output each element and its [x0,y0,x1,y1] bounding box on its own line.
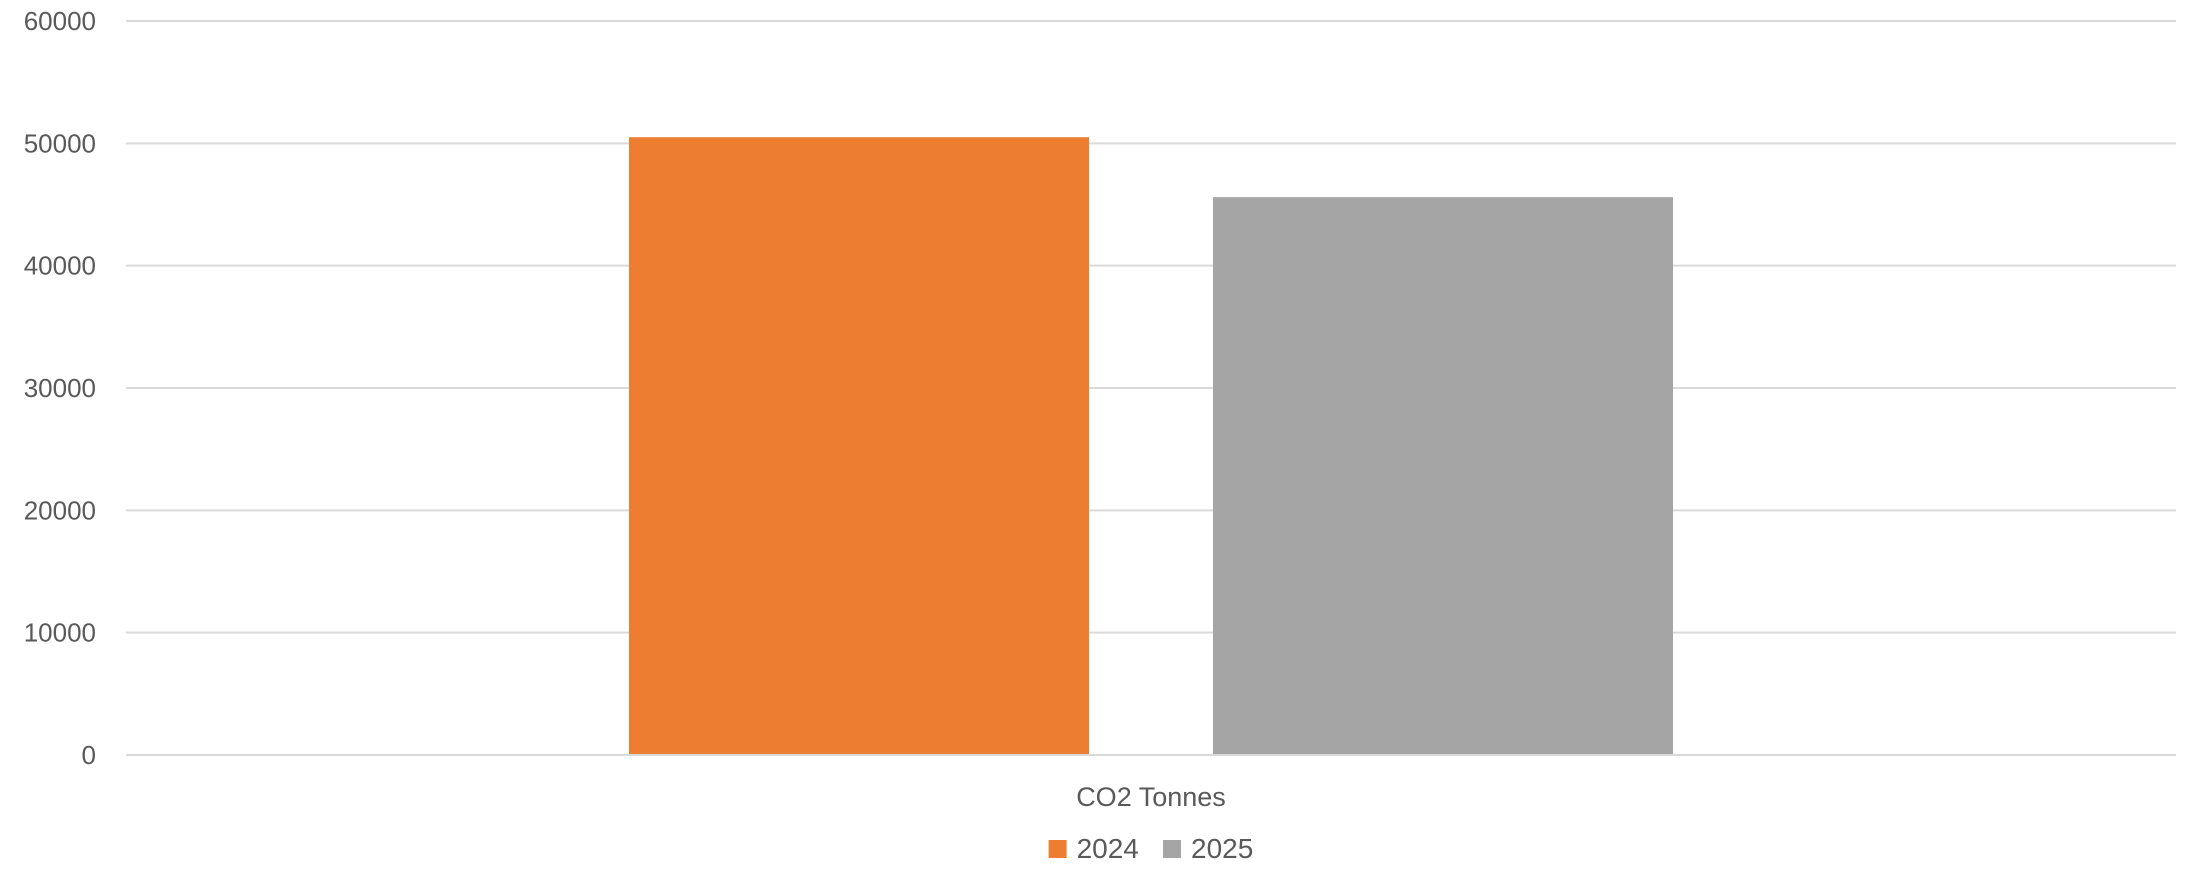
y-tick-label-50000: 50000 [24,128,96,158]
y-tick-label-20000: 20000 [24,495,96,525]
legend-label-2025: 2025 [1191,833,1253,864]
y-tick-label-40000: 40000 [24,251,96,281]
gridlines [126,20,2176,634]
y-tick-label-60000: 60000 [24,6,96,36]
bar-2024 [629,137,1089,755]
y-tick-label-10000: 10000 [24,618,96,648]
category-label: CO2 Tonnes [1076,782,1226,812]
legend-swatch-2025 [1163,840,1181,858]
y-tick-label-30000: 30000 [24,373,96,403]
legend-swatch-2024 [1048,840,1067,858]
legend: 2024 2025 [1048,833,1253,864]
x-axis-category-labels: CO2 Tonnes [1076,782,1226,812]
y-tick-label-0: 0 [82,740,96,770]
bar-2025 [1213,197,1673,755]
legend-label-2024: 2024 [1077,833,1139,864]
y-axis-tick-labels: 0 10000 20000 30000 40000 50000 60000 [24,6,96,770]
bars [629,137,1673,755]
